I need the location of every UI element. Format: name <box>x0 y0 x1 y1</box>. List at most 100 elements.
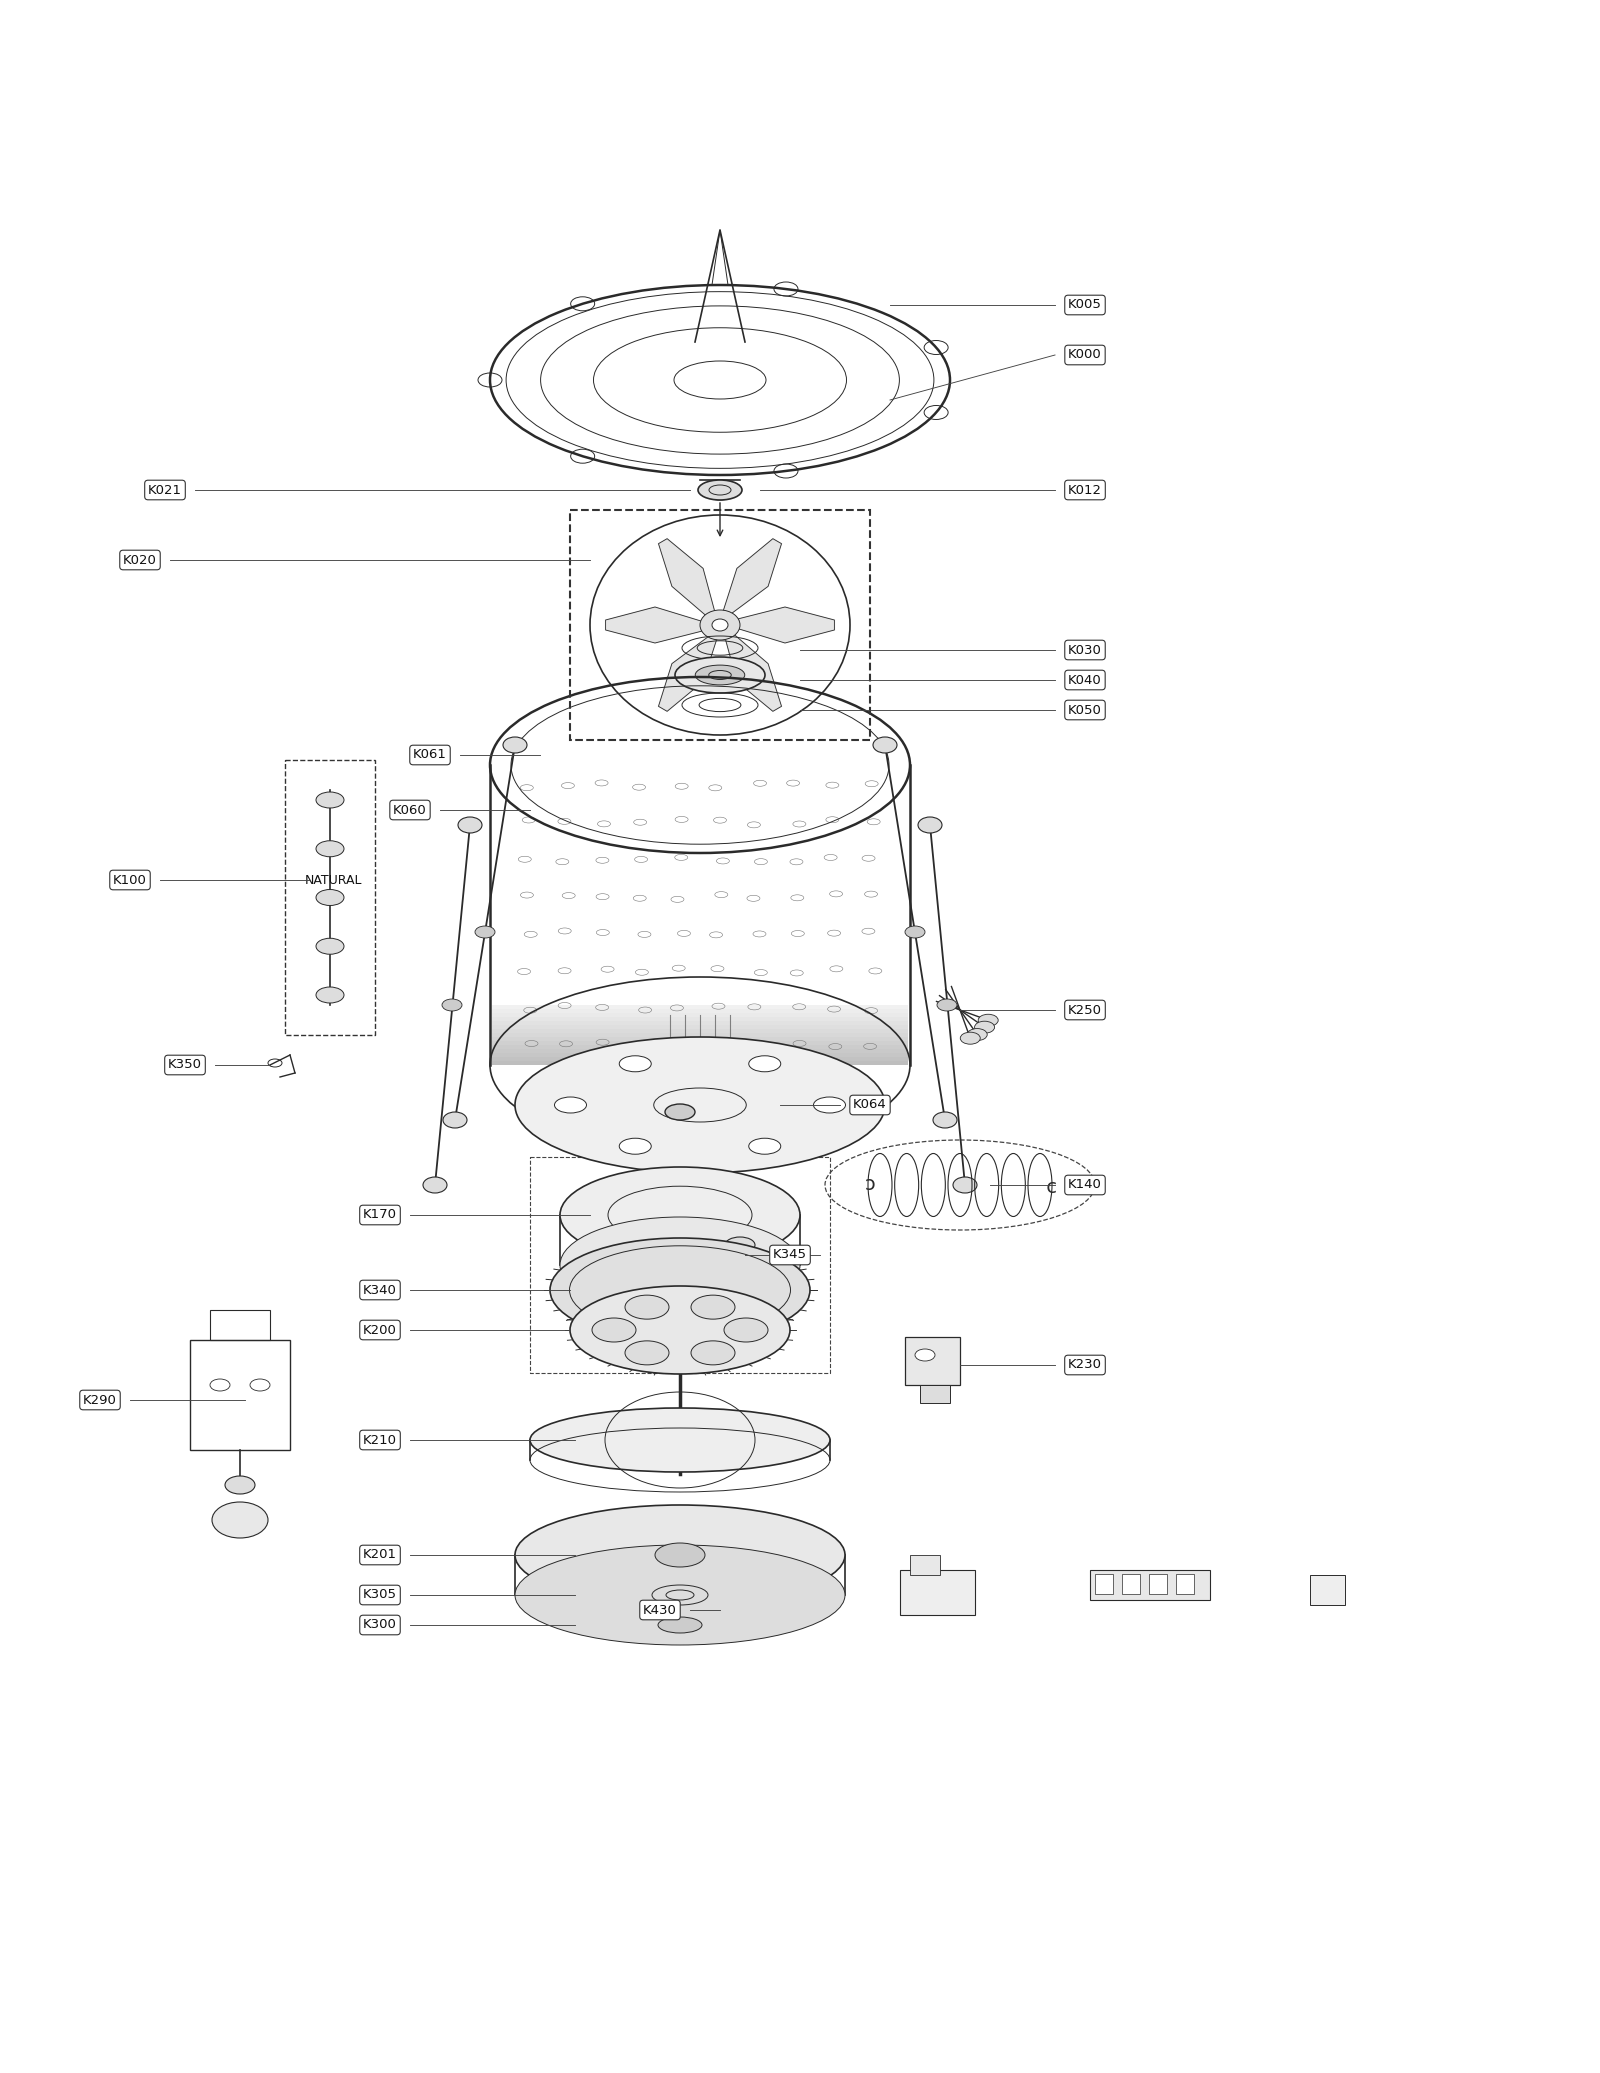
Text: K200: K200 <box>363 1323 397 1337</box>
Bar <box>493 1032 909 1036</box>
Text: K030: K030 <box>1069 643 1102 657</box>
Ellipse shape <box>813 1097 845 1113</box>
Bar <box>285 761 374 1034</box>
Ellipse shape <box>570 1285 790 1374</box>
Ellipse shape <box>933 1111 957 1128</box>
Ellipse shape <box>317 939 344 954</box>
Bar <box>493 1045 909 1049</box>
Bar <box>1176 1573 1194 1594</box>
Text: K170: K170 <box>363 1209 397 1221</box>
Text: K340: K340 <box>363 1283 397 1296</box>
Text: K061: K061 <box>413 748 446 761</box>
Ellipse shape <box>475 927 494 937</box>
Ellipse shape <box>550 1238 810 1341</box>
Bar <box>661 1580 750 1629</box>
Polygon shape <box>717 539 781 630</box>
Ellipse shape <box>675 657 765 692</box>
Text: K201: K201 <box>363 1549 397 1561</box>
Text: NATURAL: NATURAL <box>306 873 363 887</box>
Bar <box>190 1339 290 1449</box>
Ellipse shape <box>422 1177 446 1192</box>
Ellipse shape <box>954 1177 978 1192</box>
Ellipse shape <box>701 609 739 641</box>
Ellipse shape <box>226 1476 254 1495</box>
Ellipse shape <box>442 999 462 1012</box>
Bar <box>1122 1573 1139 1594</box>
Ellipse shape <box>515 1544 845 1646</box>
Bar <box>1310 1575 1346 1605</box>
Ellipse shape <box>906 927 925 937</box>
Bar <box>493 1028 909 1032</box>
Ellipse shape <box>968 1028 987 1041</box>
Bar <box>920 1385 950 1403</box>
Ellipse shape <box>515 1505 845 1605</box>
Bar <box>210 1310 270 1339</box>
Ellipse shape <box>317 842 344 856</box>
Polygon shape <box>717 620 781 711</box>
Polygon shape <box>714 607 835 643</box>
Ellipse shape <box>654 1542 706 1567</box>
Ellipse shape <box>749 1138 781 1155</box>
Ellipse shape <box>530 1408 830 1472</box>
Ellipse shape <box>669 1418 691 1430</box>
Ellipse shape <box>211 1503 269 1538</box>
Ellipse shape <box>696 665 744 684</box>
Bar <box>493 1018 909 1022</box>
Text: K230: K230 <box>1069 1358 1102 1372</box>
Ellipse shape <box>653 1586 707 1605</box>
Ellipse shape <box>960 1032 981 1045</box>
Ellipse shape <box>619 1138 651 1155</box>
Ellipse shape <box>626 1296 669 1318</box>
Ellipse shape <box>918 817 942 833</box>
Ellipse shape <box>691 1341 734 1364</box>
Polygon shape <box>659 620 723 711</box>
Ellipse shape <box>978 1014 998 1026</box>
Bar <box>493 1061 909 1066</box>
Text: K290: K290 <box>83 1393 117 1405</box>
Ellipse shape <box>725 1238 755 1252</box>
Bar <box>906 1337 960 1385</box>
Text: K300: K300 <box>363 1619 397 1631</box>
Bar <box>666 1569 685 1586</box>
Ellipse shape <box>515 1036 885 1173</box>
Text: K050: K050 <box>1069 703 1102 717</box>
Ellipse shape <box>317 889 344 906</box>
Text: K345: K345 <box>773 1248 806 1262</box>
Bar <box>493 1049 909 1053</box>
Bar <box>1090 1569 1210 1600</box>
Ellipse shape <box>666 1105 694 1119</box>
Text: K005: K005 <box>1069 299 1102 311</box>
Text: K210: K210 <box>363 1435 397 1447</box>
Ellipse shape <box>698 481 742 500</box>
Ellipse shape <box>874 738 898 752</box>
Bar <box>1094 1573 1114 1594</box>
Ellipse shape <box>702 481 738 500</box>
Bar <box>493 1057 909 1061</box>
Ellipse shape <box>619 1055 651 1072</box>
Ellipse shape <box>749 1055 781 1072</box>
Text: K100: K100 <box>114 873 147 887</box>
Text: K021: K021 <box>147 483 182 498</box>
Text: K040: K040 <box>1069 674 1102 686</box>
Polygon shape <box>659 539 723 630</box>
Text: K012: K012 <box>1069 483 1102 498</box>
Ellipse shape <box>250 1379 270 1391</box>
Ellipse shape <box>626 1341 669 1364</box>
Ellipse shape <box>723 1318 768 1341</box>
Ellipse shape <box>317 987 344 1003</box>
Text: K350: K350 <box>168 1059 202 1072</box>
Text: ɔ: ɔ <box>1045 1175 1056 1194</box>
Ellipse shape <box>443 1111 467 1128</box>
Bar <box>493 1036 909 1041</box>
Polygon shape <box>605 607 726 643</box>
Text: ɔ: ɔ <box>864 1175 875 1194</box>
Ellipse shape <box>560 1167 800 1262</box>
Text: K064: K064 <box>853 1099 886 1111</box>
Bar <box>530 1157 830 1372</box>
Text: K140: K140 <box>1069 1177 1102 1192</box>
Text: K060: K060 <box>394 804 427 817</box>
Ellipse shape <box>555 1097 587 1113</box>
Text: K020: K020 <box>123 553 157 566</box>
Ellipse shape <box>712 620 728 630</box>
Text: K000: K000 <box>1069 348 1102 361</box>
